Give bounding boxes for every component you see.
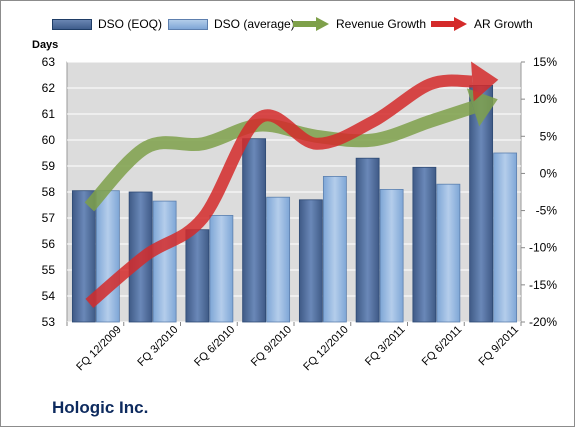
- y2-tick-label: -20%: [529, 315, 557, 329]
- legend-swatch-dso-average: [168, 18, 208, 30]
- bar-dso-eoq: [185, 229, 210, 323]
- y-tick-label: 59: [42, 159, 56, 173]
- y2-tick-label: -10%: [529, 241, 557, 255]
- legend-label-revenue-growth: Revenue Growth: [336, 17, 427, 31]
- y-tick-label: 55: [42, 263, 56, 277]
- y2-tick-label: -5%: [536, 204, 558, 218]
- x-tick-label: FQ 12/2009: [74, 324, 124, 374]
- y-tick-label: 56: [42, 237, 56, 251]
- chart-legend: DSO (EOQ) DSO (average) Revenue Growth A…: [0, 14, 575, 34]
- legend-swatch-dso-eoq: [52, 18, 92, 30]
- ar-growth-arrow-arrowhead: [471, 61, 499, 102]
- bar-dso-average: [209, 214, 234, 323]
- bar-dso-average: [493, 152, 518, 323]
- x-tick-label: FQ 12/2010: [301, 324, 351, 374]
- x-tick-label: FQ 9/2011: [476, 324, 521, 369]
- y-tick-label: 53: [42, 315, 56, 329]
- y-tick-label: 62: [42, 81, 56, 95]
- y2-tick-label: 10%: [533, 92, 557, 106]
- legend-arrow-green-icon: [293, 17, 329, 31]
- y-tick-label: 60: [42, 133, 56, 147]
- company-name: Hologic Inc.: [52, 398, 149, 417]
- bar-dso-eoq: [298, 199, 323, 323]
- bar-dso-average: [95, 190, 120, 323]
- bar-dso-average: [379, 188, 404, 323]
- bar-dso-average: [436, 183, 461, 323]
- bar-dso-average: [322, 175, 347, 323]
- y-tick-label: 54: [42, 289, 56, 303]
- bar-dso-eoq: [71, 190, 96, 323]
- y-tick-label: 61: [42, 107, 56, 121]
- x-tick-label: FQ 3/2010: [135, 324, 180, 369]
- legend-label-dso-eoq: DSO (EOQ): [98, 17, 163, 31]
- legend-item-ar-growth: AR Growth: [430, 14, 533, 34]
- bar-dso-average: [152, 200, 177, 323]
- legend-item-dso-eoq: DSO (EOQ): [52, 14, 162, 34]
- x-tick-label: FQ 9/2010: [249, 324, 294, 369]
- ar-growth-arrow-line: [85, 74, 473, 308]
- y2-tick-label: -15%: [529, 278, 557, 292]
- legend-item-dso-average: DSO (average): [168, 14, 295, 34]
- bar-dso-average: [266, 196, 291, 323]
- legend-item-revenue-growth: Revenue Growth: [292, 14, 426, 34]
- legend-arrow-red-icon: [431, 17, 467, 31]
- x-tick-label: FQ 6/2010: [192, 324, 237, 369]
- y-tick-label: 58: [42, 185, 56, 199]
- y-axis-label: Days: [32, 39, 58, 51]
- x-tick-label: FQ 3/2011: [363, 324, 408, 369]
- x-tick-label: FQ 6/2011: [420, 324, 465, 369]
- y2-tick-label: 15%: [533, 55, 557, 69]
- y2-tick-label: 0%: [540, 166, 558, 180]
- bar-dso-eoq: [412, 166, 437, 323]
- legend-label-dso-average: DSO (average): [214, 17, 295, 31]
- bar-dso-eoq: [242, 138, 267, 323]
- bar-dso-eoq: [355, 157, 380, 323]
- y-tick-label: 57: [42, 211, 56, 225]
- y-tick-label: 63: [42, 55, 56, 69]
- y2-tick-label: 5%: [540, 129, 558, 143]
- legend-label-ar-growth: AR Growth: [474, 17, 533, 31]
